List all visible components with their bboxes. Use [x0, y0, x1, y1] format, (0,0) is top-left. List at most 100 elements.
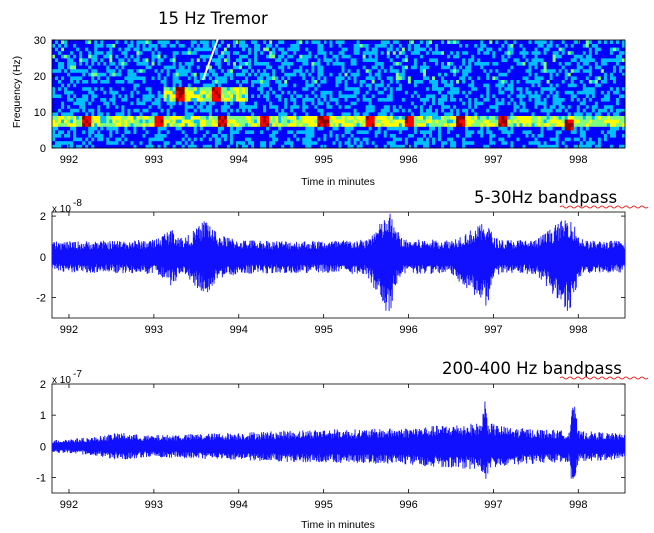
heatmap-cell	[260, 47, 264, 52]
heatmap-cell	[97, 68, 101, 73]
heatmap-cell	[501, 108, 505, 113]
heatmap-cell	[444, 140, 448, 145]
heatmap-cell	[196, 40, 201, 44]
heatmap-cell	[534, 122, 538, 127]
heatmap-cell	[413, 126, 418, 131]
heatmap-cell	[471, 97, 475, 102]
heatmap-cell	[401, 83, 406, 88]
heatmap-cell	[368, 40, 373, 44]
heatmap-cell	[332, 104, 336, 109]
heatmap-cell	[317, 133, 321, 138]
heatmap-cell	[368, 97, 373, 102]
heatmap-cell	[112, 72, 116, 77]
heatmap-cell	[151, 104, 155, 109]
heatmap-cell	[386, 68, 391, 73]
heatmap-cell	[127, 104, 131, 109]
heatmap-cell	[287, 50, 291, 55]
heatmap-cell	[368, 43, 373, 48]
heatmap-cell	[151, 133, 155, 138]
heatmap-cell	[85, 140, 89, 145]
heatmap-cell	[97, 58, 101, 62]
heatmap-cell	[435, 61, 439, 66]
heatmap-cell	[453, 115, 457, 120]
heatmap-cell	[552, 140, 557, 145]
heatmap-cell	[489, 115, 493, 120]
heatmap-cell	[513, 126, 517, 131]
heatmap-cell	[284, 144, 288, 149]
heatmap-cell	[543, 130, 547, 134]
heatmap-cell	[549, 133, 554, 138]
heatmap-cell	[136, 65, 140, 70]
heatmap-cell	[220, 40, 225, 44]
heatmap-cell	[386, 137, 391, 142]
heatmap-cell	[501, 140, 505, 145]
heatmap-cell	[531, 122, 535, 127]
heatmap-cell	[281, 119, 285, 124]
heatmap-cell	[163, 140, 167, 145]
heatmap-cell	[208, 79, 213, 84]
heatmap-cell	[166, 90, 171, 95]
heatmap-cell	[507, 72, 511, 77]
heatmap-cell	[220, 43, 225, 48]
heatmap-cell	[468, 68, 472, 73]
heatmap-cell	[100, 54, 104, 59]
heatmap-cell	[52, 101, 56, 106]
heatmap-cell	[510, 61, 514, 66]
heatmap-cell	[492, 144, 496, 149]
heatmap-cell	[543, 137, 547, 142]
heatmap-cell	[474, 50, 478, 55]
heatmap-cell	[148, 43, 152, 48]
heatmap-cell	[139, 104, 143, 109]
heatmap-cell	[380, 79, 385, 84]
heatmap-cell	[208, 144, 213, 149]
heatmap-cell	[151, 54, 155, 59]
heatmap-cell	[323, 140, 327, 145]
heatmap-cell	[106, 43, 110, 48]
heatmap-cell	[435, 65, 439, 70]
heatmap-cell	[516, 58, 520, 62]
heatmap-cell	[217, 144, 222, 149]
heatmap-cell	[181, 108, 186, 113]
heatmap-cell	[275, 68, 279, 73]
heatmap-cell	[501, 119, 505, 124]
heatmap-cell	[441, 61, 445, 66]
heatmap-cell	[410, 140, 415, 145]
heatmap-cell	[347, 47, 351, 52]
heatmap-cell	[546, 68, 551, 73]
heatmap-cell	[103, 58, 107, 62]
heatmap-cell	[498, 40, 502, 44]
heatmap-cell	[226, 54, 231, 59]
heatmap-cell	[85, 76, 89, 80]
heatmap-cell	[157, 79, 161, 84]
heatmap-cell	[67, 108, 71, 113]
heatmap-cell	[386, 144, 391, 149]
heatmap-cell	[217, 94, 222, 98]
heatmap-cell	[211, 115, 216, 120]
heatmap-cell	[311, 94, 315, 98]
heatmap-cell	[302, 133, 306, 138]
heatmap-cell	[477, 90, 481, 95]
heatmap-cell	[266, 126, 270, 131]
heatmap-cell	[52, 68, 56, 73]
heatmap-cell	[519, 115, 523, 120]
heatmap-cell	[501, 47, 505, 52]
heatmap-cell	[296, 133, 300, 138]
heatmap-cell	[422, 54, 427, 59]
heatmap-cell	[416, 126, 421, 131]
heatmap-cell	[275, 40, 279, 44]
heatmap-cell	[389, 115, 394, 120]
heatmap-cell	[208, 83, 213, 88]
heatmap-cell	[326, 122, 330, 127]
heatmap-cell	[483, 47, 487, 52]
heatmap-cell	[302, 79, 306, 84]
heatmap-cell	[229, 133, 234, 138]
heatmap-cell	[501, 72, 505, 77]
heatmap-cell	[419, 72, 424, 77]
heatmap-cell	[513, 40, 517, 44]
heatmap-cell	[100, 97, 104, 102]
heatmap-cell	[353, 68, 357, 73]
heatmap-cell	[513, 58, 517, 62]
heatmap-cell	[278, 40, 282, 44]
heatmap-cell	[148, 130, 152, 134]
heatmap-cell	[130, 137, 134, 142]
